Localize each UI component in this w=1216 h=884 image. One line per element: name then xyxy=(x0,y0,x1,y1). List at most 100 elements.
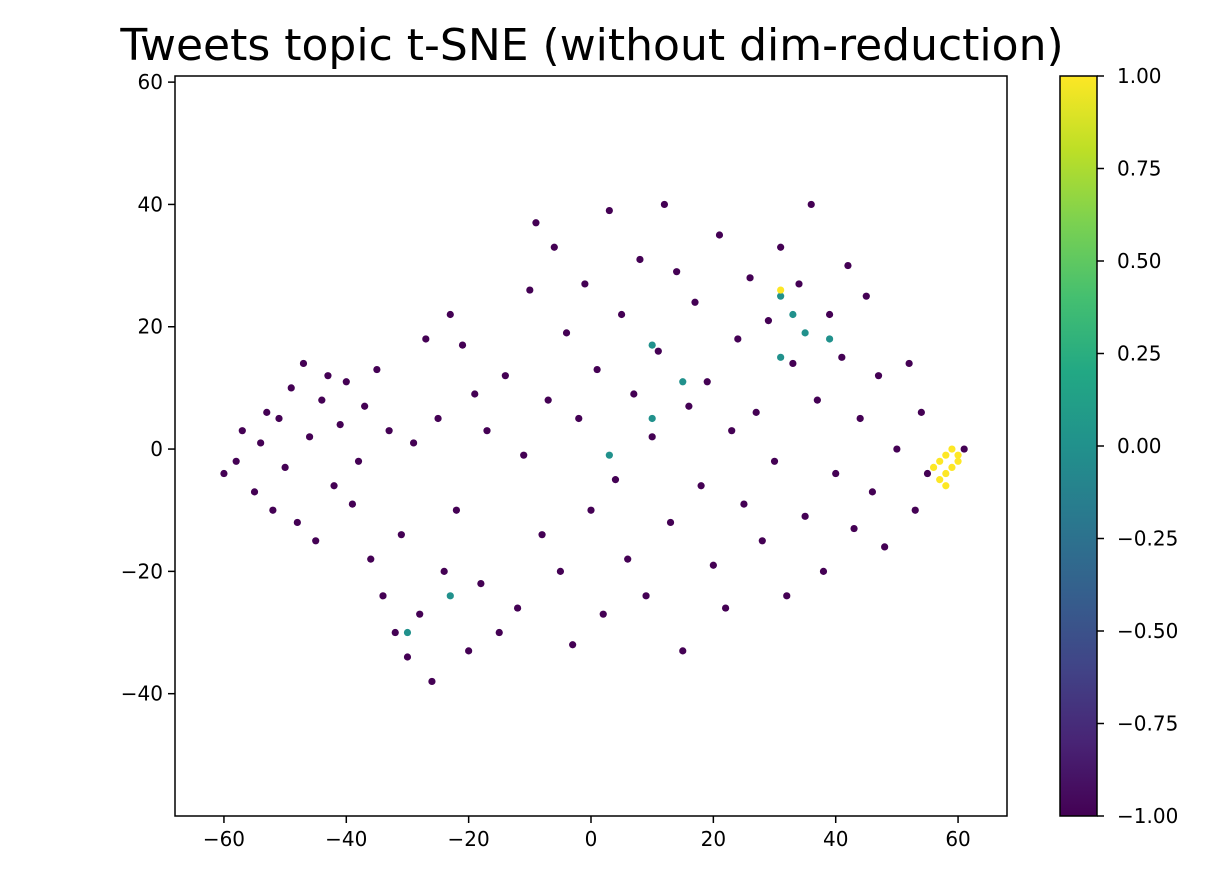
data-point xyxy=(336,420,344,429)
data-point xyxy=(232,457,240,465)
data-point xyxy=(685,402,693,410)
data-point xyxy=(795,280,803,288)
data-point xyxy=(838,353,846,361)
data-point xyxy=(734,335,742,343)
data-point xyxy=(813,396,821,404)
data-point xyxy=(954,451,962,459)
data-point xyxy=(721,604,730,612)
data-point xyxy=(599,610,607,618)
data-point xyxy=(373,365,381,374)
data-point xyxy=(538,531,546,539)
data-point xyxy=(501,372,509,380)
data-point xyxy=(740,500,748,508)
y-axis: 60 40 20 0 −20 −40 xyxy=(121,70,175,706)
colorbar-tick-label: 0.25 xyxy=(1117,342,1162,366)
data-point xyxy=(593,365,601,374)
data-point xyxy=(832,469,840,478)
data-point xyxy=(422,335,430,343)
data-point xyxy=(275,414,283,423)
data-point xyxy=(801,329,809,337)
data-point xyxy=(605,206,613,215)
data-point xyxy=(348,500,357,508)
data-point xyxy=(679,378,687,386)
data-point xyxy=(416,610,424,618)
data-point xyxy=(746,274,754,282)
chart-title: Tweets topic t-SNE (without dim-reductio… xyxy=(119,20,1063,71)
data-point xyxy=(929,463,938,472)
data-point xyxy=(893,445,901,453)
data-point xyxy=(257,439,265,447)
data-point xyxy=(440,567,448,575)
data-point xyxy=(220,469,228,478)
x-axis: −60 −40 −20 0 20 40 60 xyxy=(203,816,971,851)
x-tick-label: 0 xyxy=(585,827,598,851)
data-point xyxy=(862,292,870,300)
data-point xyxy=(948,445,956,453)
data-point xyxy=(471,390,479,398)
data-point xyxy=(673,268,681,276)
data-point xyxy=(544,396,552,404)
data-point xyxy=(575,414,583,423)
data-point xyxy=(458,341,467,349)
data-point xyxy=(434,414,442,423)
data-point xyxy=(709,561,717,569)
data-point xyxy=(409,439,418,447)
data-point xyxy=(403,628,412,637)
data-point xyxy=(605,451,613,459)
y-tick-label: −40 xyxy=(121,682,163,706)
data-point xyxy=(446,592,454,600)
data-point xyxy=(269,506,277,514)
data-point xyxy=(868,488,877,496)
data-point xyxy=(936,476,944,484)
data-point xyxy=(642,592,650,600)
data-point xyxy=(703,378,711,386)
data-point xyxy=(954,457,962,465)
data-point xyxy=(299,359,308,368)
data-point xyxy=(562,329,571,337)
data-point xyxy=(513,604,522,612)
data-point xyxy=(819,567,828,575)
data-point xyxy=(391,628,399,637)
data-point xyxy=(856,414,864,423)
data-point xyxy=(777,243,785,251)
data-point xyxy=(477,580,485,588)
data-point xyxy=(917,408,925,416)
data-point xyxy=(520,451,528,459)
data-point xyxy=(281,463,289,472)
data-point xyxy=(446,310,454,319)
colorbar-tick-label: −0.25 xyxy=(1117,527,1178,551)
data-point xyxy=(960,445,968,453)
data-point xyxy=(342,378,350,386)
data-point xyxy=(428,677,436,686)
colorbar-axis: 1.00 0.75 0.50 0.25 0.00 −0.25 −0.50 −0.75 −1.00 xyxy=(1097,64,1178,828)
data-point xyxy=(789,359,797,368)
data-point xyxy=(648,433,656,441)
data-point xyxy=(881,543,889,551)
data-point xyxy=(777,353,785,361)
x-tick-label: −40 xyxy=(325,827,367,851)
data-point xyxy=(305,433,314,441)
data-point xyxy=(850,524,858,533)
data-point xyxy=(611,476,620,484)
data-point xyxy=(697,482,705,490)
data-point xyxy=(764,317,773,325)
data-point xyxy=(807,200,815,209)
data-point xyxy=(330,482,338,490)
data-point xyxy=(569,641,577,649)
y-tick-label: 60 xyxy=(138,70,163,94)
data-point xyxy=(801,512,809,520)
data-point xyxy=(752,408,760,416)
data-point xyxy=(666,518,675,527)
data-point xyxy=(679,647,687,655)
colorbar-tick-label: −1.00 xyxy=(1117,804,1178,828)
data-point xyxy=(777,286,785,294)
data-point xyxy=(648,414,656,423)
data-point xyxy=(758,537,766,545)
data-point xyxy=(354,457,363,465)
data-point xyxy=(293,518,301,527)
colorbar-tick-label: 0.50 xyxy=(1117,249,1162,273)
data-point xyxy=(905,359,913,368)
data-point xyxy=(728,427,736,435)
